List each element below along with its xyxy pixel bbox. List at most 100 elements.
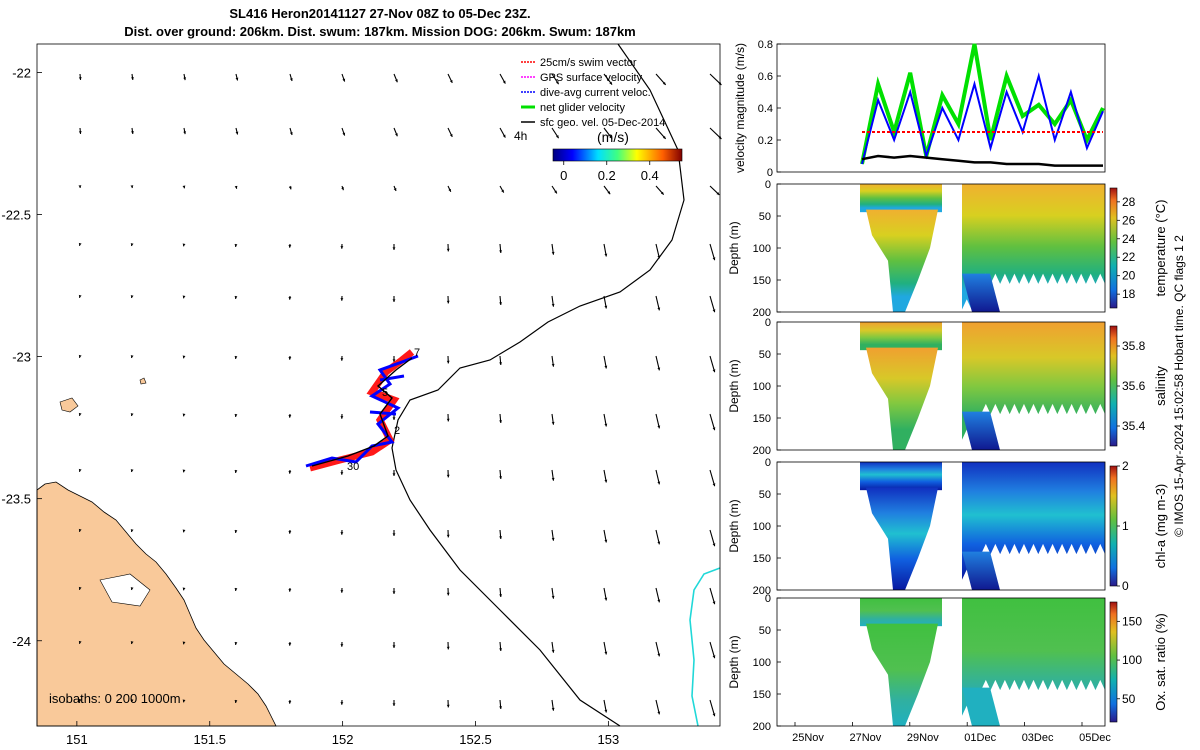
velocity-arrowhead — [288, 244, 292, 248]
y-tick-label: 100 — [753, 521, 771, 533]
velocity-arrowhead — [235, 77, 239, 81]
velocity-arrowhead — [78, 698, 82, 702]
colorbar — [1109, 465, 1118, 587]
velocity-arrowhead — [551, 251, 555, 255]
velocity-arrowhead — [604, 651, 608, 655]
velocity-arrow — [709, 469, 716, 487]
velocity-arrowhead — [446, 418, 450, 422]
velocity-arrowhead — [657, 481, 661, 485]
velocity-arrowhead — [341, 187, 344, 191]
legend-label: 25cm/s swim vector — [540, 57, 637, 69]
x-tick-label: 27Nov — [850, 732, 882, 744]
colorbar-tick-label: 22 — [1122, 250, 1136, 264]
y-tick-label: -24 — [12, 634, 31, 649]
track-day-label: 2 — [394, 425, 400, 437]
colorbar-tick-label: 35.4 — [1122, 419, 1146, 433]
velocity-arrowhead — [499, 476, 503, 480]
y-tick-label: 0.8 — [758, 39, 773, 51]
track-day-label: 7 — [414, 347, 420, 359]
y-tick-label: 100 — [753, 243, 771, 255]
colorbar-tick-label: 28 — [1122, 195, 1136, 209]
velocity-arrowhead — [130, 699, 134, 702]
velocity-arrowhead — [340, 590, 344, 593]
velocity-arrowhead — [448, 188, 451, 192]
depth-ylabel: Depth (m) — [727, 221, 741, 274]
track-day-label: 30 — [347, 461, 359, 473]
velocity-arrowhead — [712, 543, 716, 547]
x-tick-label: 25Nov — [792, 732, 824, 744]
x-tick-label: 151 — [66, 732, 88, 747]
velocity-arrowhead — [604, 305, 608, 309]
velocity-arrowhead — [712, 369, 716, 373]
colorbar-tick-label: 50 — [1122, 692, 1136, 706]
y-tick-label: 100 — [753, 381, 771, 393]
velocity-arrowhead — [130, 185, 134, 189]
y-tick-label: -22.5 — [1, 208, 31, 223]
chart-title-line1: SL416 Heron20141127 27-Nov 08Z to 05-Dec… — [229, 6, 531, 21]
profile-data-main — [962, 598, 1105, 716]
velocity-arrowhead — [712, 309, 716, 313]
velocity-arrowhead — [604, 709, 608, 713]
y-tick-label: 100 — [753, 657, 771, 669]
time-scale-label: 4h — [514, 129, 527, 143]
velocity-arrowhead — [78, 354, 82, 358]
y-tick-label: 0.6 — [758, 71, 773, 83]
velocity-arrowhead — [289, 78, 293, 82]
y-tick-label: 50 — [759, 489, 771, 501]
inner-lagoon — [99, 573, 151, 607]
velocity-arrowhead — [551, 421, 555, 425]
y-tick-label: -23.5 — [1, 492, 31, 507]
y-tick-label: 150 — [753, 275, 771, 287]
map-frame — [36, 43, 721, 727]
velocity-arrowhead — [446, 360, 450, 364]
velocity-arrowhead — [449, 133, 453, 137]
velocity-arrowhead — [657, 255, 661, 259]
y-tick-label: 0.2 — [758, 135, 773, 147]
colorbar-tick-label: 35.8 — [1122, 339, 1146, 353]
velocity-arrowhead — [288, 414, 292, 418]
x-tick-label: 152 — [332, 732, 354, 747]
velocity-arrowhead — [499, 648, 503, 652]
velocity-arrowhead — [657, 425, 661, 429]
velocity-arrowhead — [499, 420, 503, 424]
velocity-arrowhead — [340, 472, 344, 475]
y-tick-label: 150 — [753, 553, 771, 565]
velocity-arrow — [709, 295, 716, 313]
y-tick-label: 50 — [759, 349, 771, 361]
colorbar — [552, 148, 683, 162]
x-tick-label: 29Nov — [907, 732, 939, 744]
profile-panel-0: 0 50 100 150 200 Depth (m) 18 20 22 24 26 28 tempera… — [727, 179, 1168, 319]
velocity-arrowhead — [604, 365, 608, 369]
velocity-arrowhead — [182, 295, 186, 299]
x-tick-label: 153 — [598, 732, 620, 747]
y-tick-label: 50 — [759, 625, 771, 637]
velocity-arrowhead — [183, 131, 187, 135]
velocity-arrowhead — [392, 703, 396, 706]
velocity-arrowhead — [78, 468, 82, 472]
velocity-arrow — [709, 641, 716, 659]
velocity-arrowhead — [340, 358, 344, 361]
velocity-arrowhead — [288, 530, 292, 534]
colorbar-tick-label: 2 — [1122, 459, 1129, 473]
series-line-net-glider-velocity — [860, 43, 1105, 165]
profile-data-dive — [866, 487, 938, 590]
velocity-arrowhead — [340, 702, 344, 705]
y-tick-label: 0 — [765, 457, 771, 469]
velocity-arrowhead — [340, 298, 344, 301]
velocity-arrowhead — [499, 362, 503, 366]
velocity-arrowhead — [340, 644, 344, 647]
velocity-arrowhead — [446, 474, 450, 478]
velocity-arrowhead — [502, 134, 506, 138]
velocity-arrowhead — [342, 78, 346, 82]
y-tick-label: -22 — [12, 65, 31, 80]
profile-data-shallow — [860, 462, 942, 491]
velocity-arrowhead — [342, 132, 346, 136]
velocity-arrowhead — [604, 253, 608, 257]
x-tick-label: 05Dec — [1079, 732, 1111, 744]
velocity-arrowhead — [78, 185, 82, 188]
velocity-arrowhead — [551, 537, 555, 541]
profile-data-deep — [962, 551, 1000, 590]
depth-ylabel: Depth (m) — [727, 499, 741, 552]
legend-label: dive-avg current veloc. — [540, 87, 651, 99]
colorbar-tick-label: 18 — [1122, 287, 1136, 301]
